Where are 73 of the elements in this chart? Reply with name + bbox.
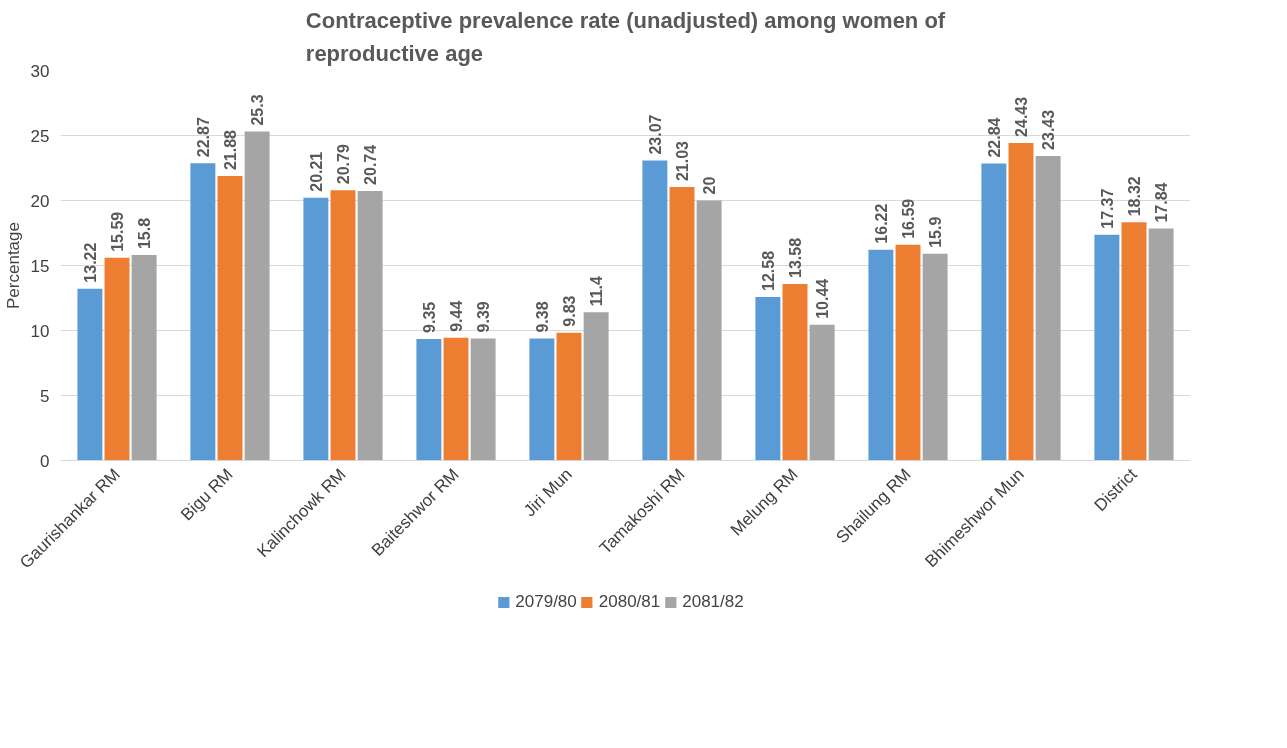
bar [416,338,442,461]
y-tick-label: 25 [30,126,50,146]
data-label: 20 [701,176,719,195]
data-label: 25.3 [249,94,267,126]
data-label: 13.22 [81,242,99,283]
data-label: 9.38 [533,301,551,333]
bar [217,176,243,461]
bar [868,249,894,461]
bar [809,324,835,461]
bar [642,160,668,461]
data-label: 15.59 [109,211,126,252]
bar [190,163,216,461]
data-label: 22.87 [194,117,212,158]
bar [1121,222,1147,461]
data-label: 16.59 [900,198,917,239]
bar [357,190,383,461]
bar [1035,155,1061,461]
data-label: 13.58 [787,237,804,278]
legend-label: 2080/81 [598,592,661,612]
y-axis-title: Percentage [3,222,23,309]
bar [583,312,609,461]
bar [529,338,555,461]
data-label: 17.37 [1098,188,1116,229]
data-label: 9.83 [561,295,578,327]
data-label: 9.44 [448,300,465,332]
bar [669,187,695,461]
bar [131,255,157,461]
bar [755,296,781,461]
bar [104,257,130,461]
legend-label: 2081/82 [682,592,744,612]
y-tick-label: 30 [30,61,50,81]
y-tick-label: 20 [30,191,50,211]
legend-label: 2079/80 [515,592,577,612]
bar [244,131,270,461]
bar [330,190,356,461]
y-tick-label: 10 [30,321,50,341]
data-label: 20.79 [335,144,352,185]
data-label: 15.8 [136,217,154,250]
chart-title: Contraceptive prevalence rate (unadjusted) among women of reproductive age [305,8,946,66]
data-label: 24.43 [1013,96,1030,137]
data-label: 16.22 [872,203,890,244]
bar [1148,228,1174,461]
data-label: 9.35 [420,301,438,333]
data-label: 21.88 [222,129,239,171]
data-label: 22.84 [985,117,1003,158]
data-label: 20.21 [307,151,325,192]
y-tick-label: 0 [40,451,50,471]
bar [77,288,103,461]
bar [1094,234,1120,461]
bar [470,338,496,461]
data-label: 15.9 [927,216,945,248]
data-label: 18.32 [1126,176,1143,217]
y-tick-label: 5 [40,386,50,406]
data-label: 12.58 [759,250,777,291]
bar [922,253,948,461]
data-label: 21.03 [674,140,691,182]
data-label: 20.74 [362,144,380,185]
data-label: 11.4 [588,275,606,307]
bar [556,332,582,461]
data-label: 23.07 [646,114,664,155]
bar [1008,142,1034,461]
y-tick-label: 15 [30,256,50,276]
bar [895,244,921,461]
bar [303,197,329,461]
data-label: 9.39 [475,301,493,333]
x-tick-label: Jiri Mun [520,464,576,521]
bar [782,283,808,461]
data-label: 10.44 [814,278,832,319]
bar [696,200,722,461]
bar [981,163,1007,461]
bar [443,337,469,461]
data-label: 17.84 [1153,182,1171,223]
data-label: 23.43 [1040,109,1058,150]
